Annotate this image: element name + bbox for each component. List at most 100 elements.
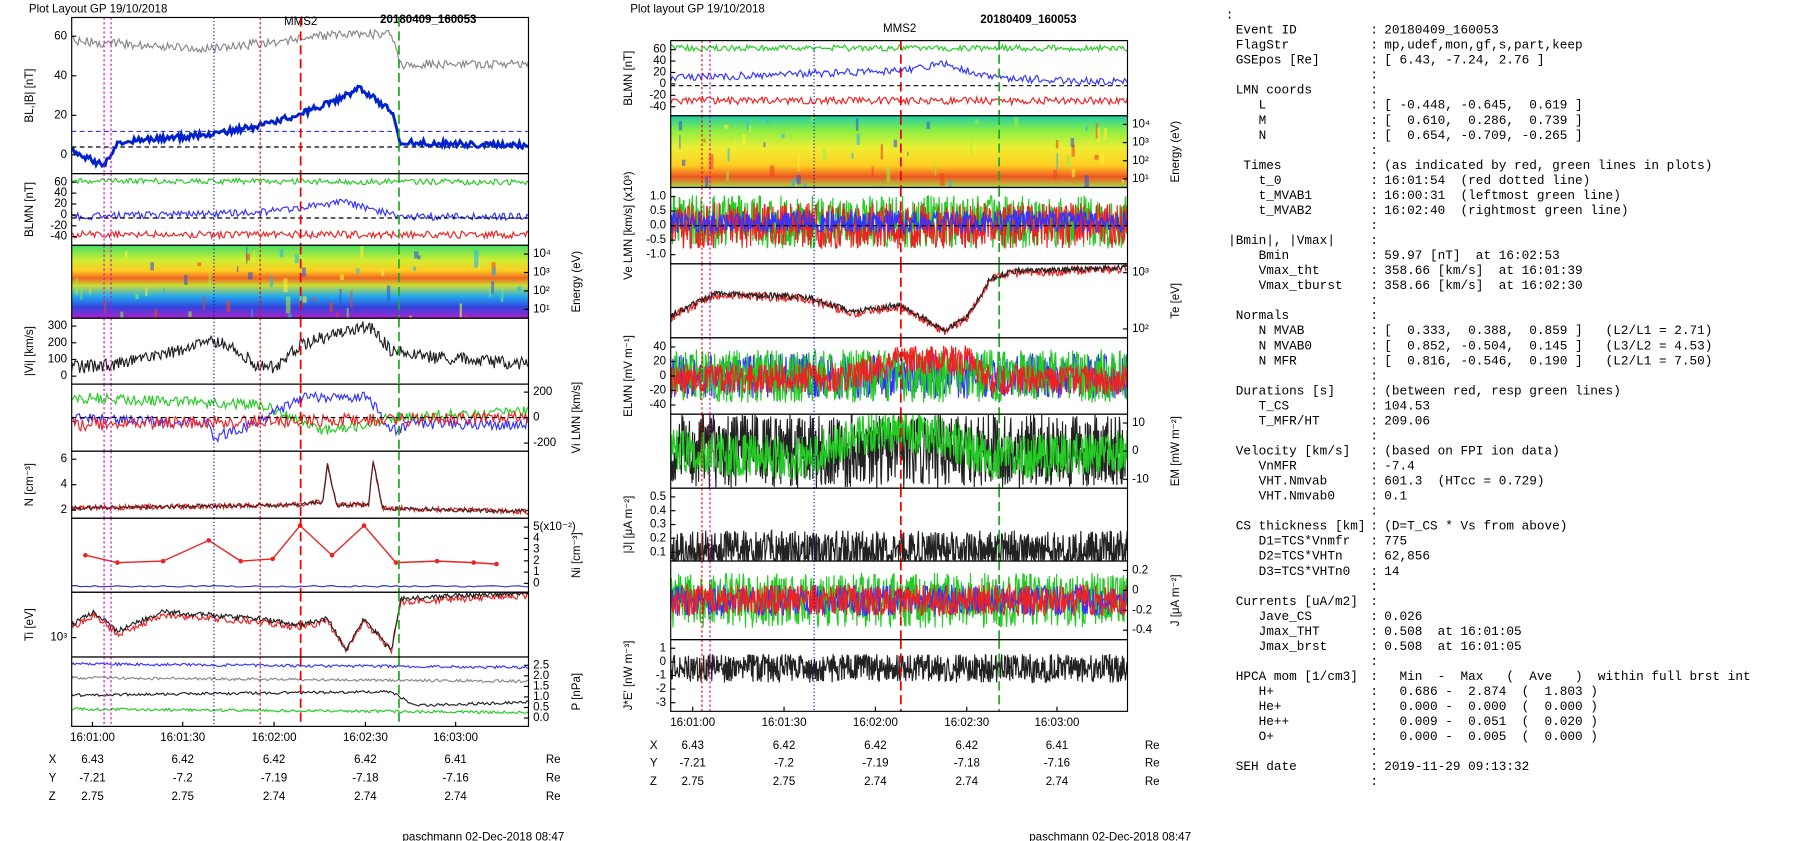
y-tick-label: -3: [656, 697, 666, 709]
position-cell: -7.16: [1044, 757, 1070, 769]
y-tick-label: 60: [54, 30, 67, 42]
summary-key: LMN coords: [1228, 83, 1312, 98]
position-cell: 6.42: [171, 754, 193, 766]
spectrogram-streak: [734, 140, 736, 149]
spectrogram-streak: [1070, 138, 1075, 147]
spectrogram-streak: [678, 121, 683, 131]
spectrogram-streak: [120, 311, 124, 319]
spectrogram-streak: [313, 296, 316, 302]
panel: 10⁴ 10³ 10² 10¹ Energy (eV): [71, 244, 583, 319]
spectrogram-streak: [270, 275, 273, 288]
spectrogram-streak: [409, 315, 412, 319]
y-tick-label: -20: [50, 220, 67, 232]
summary-key: N: [1228, 128, 1266, 143]
spectrogram-streak: [279, 249, 284, 258]
separator: :: [1370, 188, 1378, 203]
separator: :: [1370, 564, 1378, 579]
spectrogram-streak: [356, 268, 360, 274]
summary-key: L: [1228, 98, 1266, 113]
y-tick-label: -0.5: [646, 234, 666, 246]
summary-value: 2019-11-29 09:13:32: [1384, 759, 1529, 774]
spectrogram-streak: [459, 303, 462, 318]
spectrogram-streak: [703, 138, 706, 143]
position-cell: 2.74: [354, 791, 377, 803]
x-tick-label: 16:02:00: [252, 732, 297, 744]
summary-value: 14: [1384, 564, 1399, 579]
separator: :: [1370, 459, 1378, 474]
spectrogram-streak: [856, 133, 860, 145]
spectrogram-streak: [803, 182, 807, 188]
y-axis-label: ELMN [mV m⁻¹]: [623, 335, 635, 417]
summary-value: 358.66 [km/s] at 16:01:39: [1384, 263, 1582, 278]
summary-value: [ 0.610, 0.286, 0.739 ]: [1384, 113, 1582, 128]
y-axis-label: |Vi| [km/s]: [24, 326, 36, 376]
position-cell: -7.2: [774, 757, 794, 769]
separator: :: [1370, 519, 1378, 534]
summary-key: VnMFR: [1228, 459, 1297, 474]
trace: [670, 43, 1128, 53]
position-cell: 2.75: [681, 776, 703, 788]
spectrogram-streak: [851, 152, 854, 159]
spectrogram-streak: [968, 186, 972, 188]
summary-key: t_MVAB1: [1228, 188, 1312, 203]
separator: :: [1370, 248, 1378, 263]
position-cell: 2.75: [171, 791, 193, 803]
separator: :: [1370, 83, 1378, 98]
y-tick-label: 2.5: [533, 659, 549, 671]
y-tick-label: -1.0: [646, 249, 666, 261]
spectrogram-streak: [413, 266, 417, 271]
summary-value: 0.009 - 0.051 ( 0.020 ): [1384, 714, 1598, 729]
x-tick-label: 16:01:30: [762, 717, 807, 729]
traces: [670, 345, 1128, 403]
spectrogram-streak: [871, 166, 874, 178]
position-cell: Re: [546, 791, 561, 803]
y-tick-label: 0.2: [650, 532, 666, 544]
spectrogram-streak: [386, 285, 391, 301]
spectrogram-streak: [89, 286, 91, 296]
y-tick-label: 20: [54, 198, 67, 210]
spectrogram-streak: [789, 129, 793, 140]
y-axis-label: BLMN [nT]: [623, 51, 635, 106]
y-tick-label: 300: [48, 320, 67, 332]
spectrogram-streak: [339, 289, 342, 306]
spectrogram-streak: [75, 277, 78, 295]
spectrogram-streak: [417, 255, 421, 260]
trace: [71, 462, 529, 515]
y-tick-label: 0.4: [650, 505, 667, 517]
separator: :: [1370, 714, 1378, 729]
traces: [670, 115, 1128, 188]
y-tick-label: 1.0: [650, 191, 666, 203]
position-cell: Re: [1145, 740, 1160, 752]
trace: [670, 59, 1128, 86]
y-tick-label: -40: [50, 231, 67, 243]
summary-key: VHT.Nmvab: [1228, 474, 1327, 489]
position-cell: 2.75: [773, 776, 795, 788]
panel-frame: [670, 263, 1129, 339]
y-tick-label: 40: [54, 187, 67, 199]
summary-value: Min - Max ( Ave ) within full brst int: [1384, 669, 1750, 684]
spectrogram-streak: [893, 139, 898, 148]
y-tick-label: 200: [48, 337, 67, 349]
summary-key: FlagStr: [1228, 38, 1289, 53]
spectrogram-streak: [294, 254, 299, 264]
trace: [670, 583, 1128, 618]
spectrogram-streak: [381, 269, 385, 276]
summary-key: Durations [s]: [1228, 383, 1335, 398]
y-tick-label: 3: [533, 544, 539, 556]
y-tick-label: 0: [533, 577, 539, 589]
summary-key: Times: [1228, 158, 1281, 173]
summary-value: [ 6.43, -7.24, 2.76 ]: [1384, 53, 1544, 68]
separator: :: [1370, 218, 1378, 233]
y-tick-label: 40: [653, 55, 666, 67]
summary-value: 16:01:54 (red dotted line): [1384, 173, 1590, 188]
y-tick-label: 10³: [533, 267, 550, 279]
spectrogram-streak: [810, 116, 815, 122]
spectrogram-streak: [926, 121, 930, 130]
separator: :: [1370, 428, 1378, 443]
summary-key: N MVAB0: [1228, 338, 1312, 353]
trace: [71, 198, 529, 222]
spectrogram-streak: [791, 178, 797, 187]
spectrogram-streak: [104, 298, 107, 314]
trace: [71, 584, 529, 588]
traces: [670, 572, 1128, 628]
